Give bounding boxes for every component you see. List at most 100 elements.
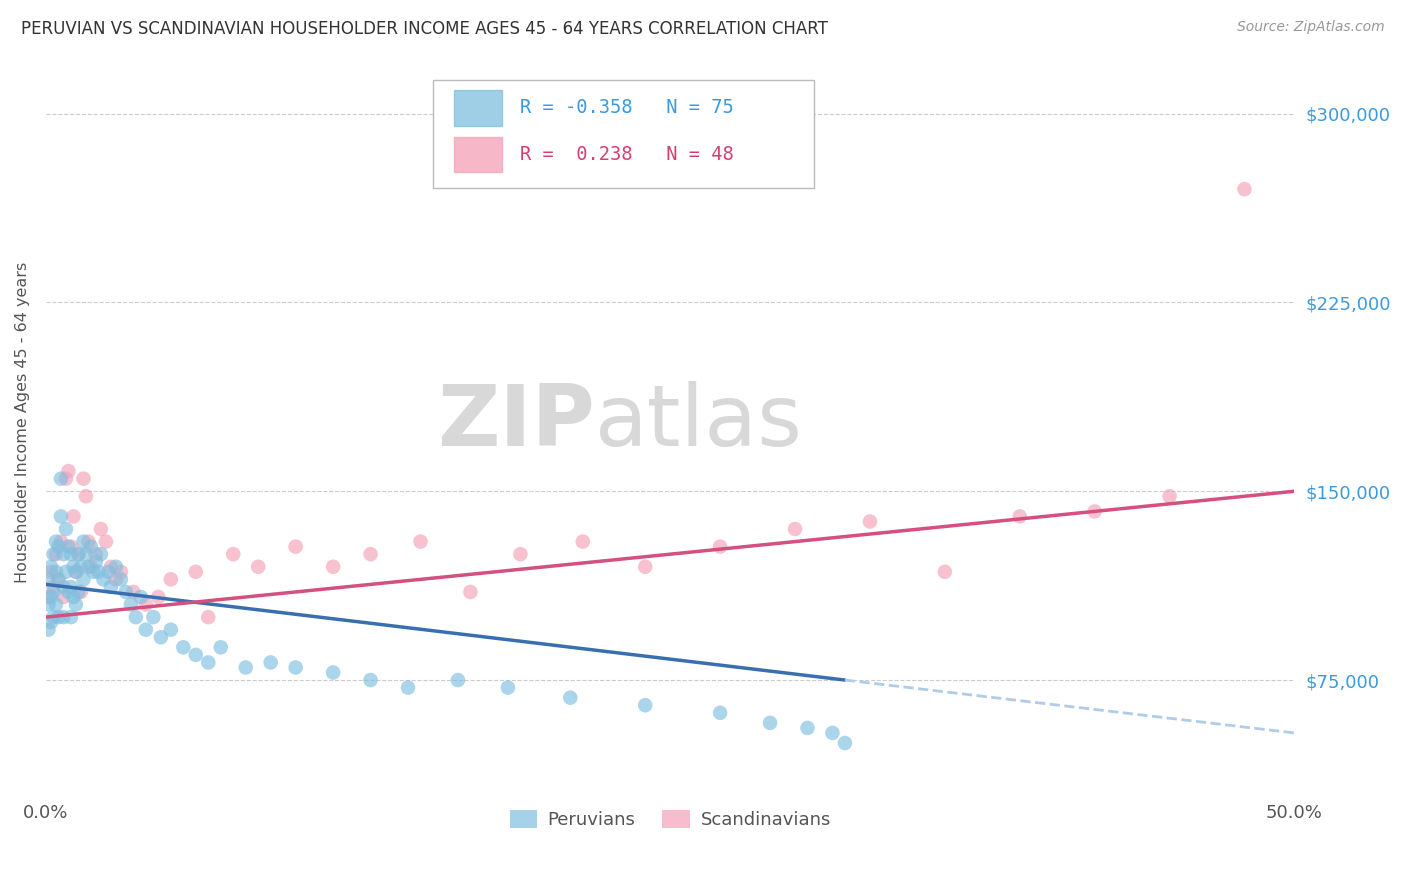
Text: Source: ZipAtlas.com: Source: ZipAtlas.com — [1237, 20, 1385, 34]
Point — [222, 547, 245, 561]
Point — [80, 559, 103, 574]
Point — [284, 540, 307, 554]
Point — [634, 698, 657, 713]
Point — [58, 540, 80, 554]
Point — [149, 630, 172, 644]
Point — [759, 715, 782, 730]
Point — [1233, 182, 1256, 196]
Point — [197, 610, 219, 624]
Point — [45, 547, 67, 561]
Y-axis label: Householder Income Ages 45 - 64 years: Householder Income Ages 45 - 64 years — [15, 261, 30, 582]
Point — [55, 472, 77, 486]
Point — [59, 610, 82, 624]
Point — [45, 598, 67, 612]
Point — [39, 565, 62, 579]
Point — [45, 565, 67, 579]
Point — [1159, 489, 1181, 503]
Point — [49, 472, 72, 486]
Point — [284, 660, 307, 674]
Legend: Peruvians, Scandinavians: Peruvians, Scandinavians — [502, 803, 838, 837]
Bar — [454, 90, 502, 126]
Point — [67, 547, 90, 561]
Point — [322, 559, 344, 574]
Point — [67, 585, 90, 599]
Point — [135, 598, 157, 612]
Point — [75, 547, 97, 561]
Point — [172, 640, 194, 655]
Point — [42, 610, 65, 624]
Point — [184, 648, 207, 662]
Point — [509, 547, 531, 561]
Point — [37, 573, 59, 587]
Point — [709, 706, 731, 720]
Point — [70, 585, 93, 599]
Point — [48, 540, 70, 554]
Point — [94, 534, 117, 549]
Text: ZIP: ZIP — [437, 381, 595, 464]
Point — [460, 585, 482, 599]
Point — [120, 598, 142, 612]
Point — [110, 573, 132, 587]
Point — [48, 573, 70, 587]
Text: atlas: atlas — [595, 381, 803, 464]
Point — [197, 656, 219, 670]
Point — [104, 559, 127, 574]
Point — [62, 590, 84, 604]
Point — [100, 559, 122, 574]
Point — [72, 472, 94, 486]
Point — [52, 580, 75, 594]
Point — [48, 573, 70, 587]
Point — [1008, 509, 1031, 524]
Point — [52, 590, 75, 604]
Point — [42, 547, 65, 561]
Point — [209, 640, 232, 655]
Point — [55, 522, 77, 536]
Point — [496, 681, 519, 695]
Point — [129, 590, 152, 604]
Point — [104, 573, 127, 587]
Point — [39, 559, 62, 574]
Point — [37, 598, 59, 612]
Point — [409, 534, 432, 549]
Point — [75, 489, 97, 503]
Point — [72, 573, 94, 587]
Point — [260, 656, 283, 670]
Point — [235, 660, 257, 674]
Point — [796, 721, 818, 735]
Bar — [454, 136, 502, 172]
Point — [67, 547, 90, 561]
Point — [1084, 504, 1107, 518]
Point — [709, 540, 731, 554]
Point — [322, 665, 344, 680]
Point — [100, 580, 122, 594]
Point — [49, 509, 72, 524]
Point — [59, 540, 82, 554]
Point — [65, 565, 87, 579]
Point — [42, 585, 65, 599]
Point — [159, 623, 181, 637]
Point — [55, 565, 77, 579]
Point — [148, 590, 170, 604]
Point — [142, 610, 165, 624]
Point — [45, 534, 67, 549]
Text: PERUVIAN VS SCANDINAVIAN HOUSEHOLDER INCOME AGES 45 - 64 YEARS CORRELATION CHART: PERUVIAN VS SCANDINAVIAN HOUSEHOLDER INC… — [21, 20, 828, 37]
Point — [62, 559, 84, 574]
Point — [110, 565, 132, 579]
Point — [97, 565, 120, 579]
Point — [572, 534, 595, 549]
Point — [783, 522, 806, 536]
Point — [62, 509, 84, 524]
Point — [447, 673, 470, 687]
FancyBboxPatch shape — [433, 80, 814, 188]
Point — [39, 590, 62, 604]
Point — [125, 610, 148, 624]
Point — [159, 573, 181, 587]
Point — [93, 573, 115, 587]
Point — [360, 673, 382, 687]
Point — [87, 565, 110, 579]
Point — [634, 559, 657, 574]
Point — [49, 534, 72, 549]
Point — [37, 590, 59, 604]
Point — [80, 540, 103, 554]
Text: R =  0.238   N = 48: R = 0.238 N = 48 — [520, 145, 734, 164]
